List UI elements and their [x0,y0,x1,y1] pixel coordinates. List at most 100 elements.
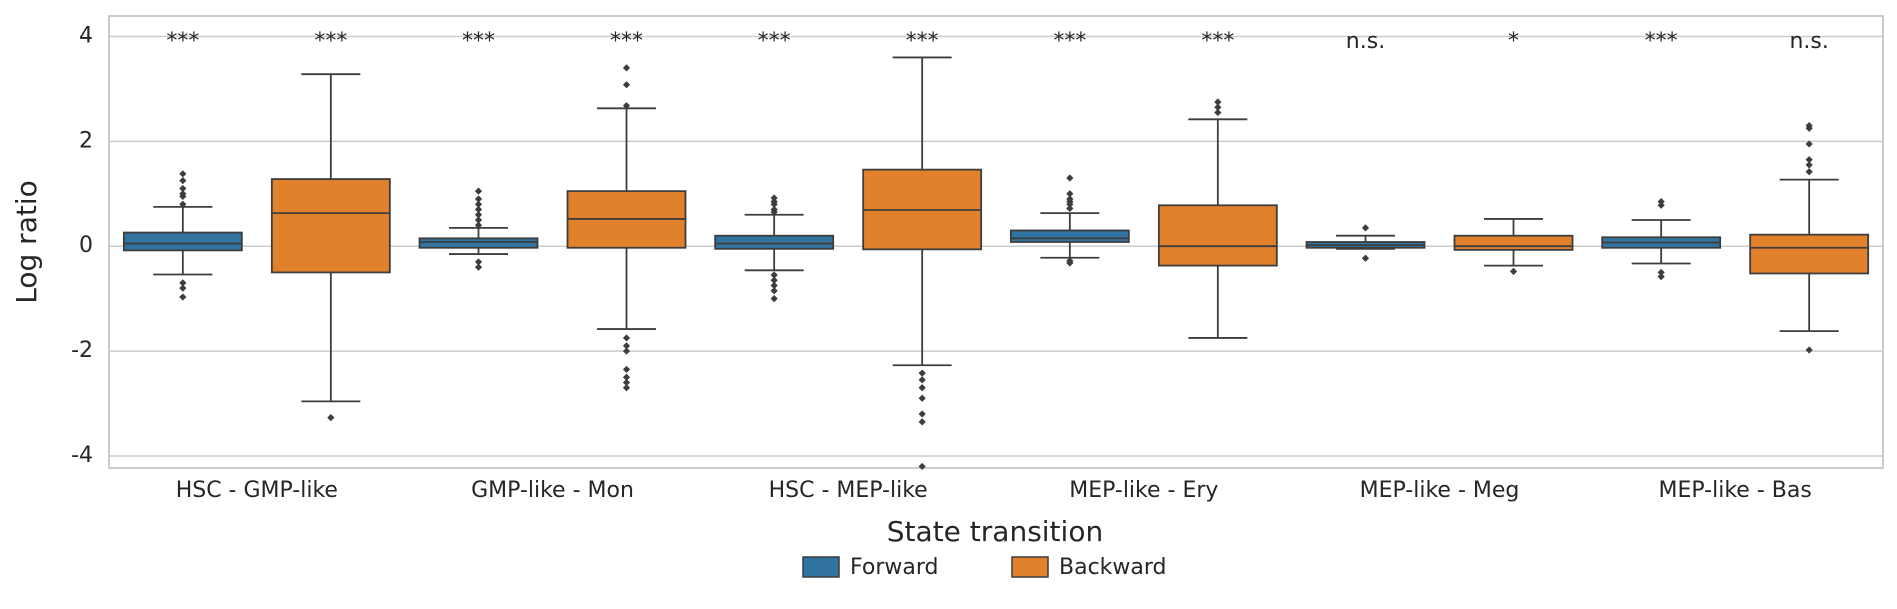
outlier [179,184,187,193]
y-tick-label: -4 [71,443,93,468]
outlier [770,208,778,216]
significance-label: *** [1053,29,1086,54]
outlier [918,462,926,471]
outlier [1805,346,1813,354]
significance-label: *** [166,29,199,54]
outlier [474,187,483,195]
outlier [474,263,483,271]
outlier [1509,267,1518,275]
significance-label: *** [462,29,495,54]
outlier [622,342,631,350]
plot-frame [108,15,1884,469]
outlier [474,195,483,203]
significance-label: *** [1645,29,1678,54]
outlier [1361,254,1370,262]
outlier [622,334,631,342]
outlier [918,384,926,392]
outlier [1361,224,1370,232]
outlier [770,194,778,202]
x-tick-label: GMP-like - Mon [471,478,634,503]
outlier [1657,198,1665,206]
box [1157,204,1278,267]
outlier [474,200,483,208]
outlier [1657,201,1665,209]
legend-label: Forward [850,555,938,580]
outlier [622,373,631,381]
outlier [179,177,187,185]
significance-label: *** [906,29,939,54]
outlier [179,192,187,200]
outlier [918,418,926,426]
outlier [1805,156,1813,164]
outlier [770,281,778,290]
y-tick-label: 0 [79,233,93,258]
outlier [474,221,483,229]
significance-label: *** [758,29,791,54]
outlier [1805,124,1813,132]
outlier [622,378,631,387]
legend-swatch [802,556,840,578]
outlier [179,284,187,292]
outlier [770,287,778,295]
significance-label: * [1508,29,1519,54]
box [418,237,539,249]
significance-label: *** [314,29,347,54]
x-axis-title: State transition [887,515,1103,548]
outlier [474,258,483,266]
outlier [179,279,187,287]
x-tick-label: HSC - MEP-like [769,478,928,503]
legend-label: Backward [1059,555,1167,580]
significance-label: n.s. [1346,29,1385,54]
box [1749,233,1870,275]
significance-label: *** [610,29,643,54]
outlier [327,414,335,422]
box [270,178,391,274]
x-tick-label: HSC - GMP-like [176,478,338,503]
outlier [622,365,631,374]
outlier [622,102,631,110]
outlier [179,293,187,301]
box [1453,234,1574,251]
outlier [1805,168,1813,176]
outlier [918,369,926,377]
outlier [1805,161,1813,169]
outlier [1805,140,1813,148]
y-tick-label: 2 [79,128,93,153]
legend-swatch [1011,556,1049,578]
significance-label: *** [1201,29,1234,54]
box [1009,229,1130,243]
outlier [622,347,631,355]
x-tick-label: MEP-like - Bas [1659,478,1812,503]
outlier [770,271,778,279]
outlier [474,205,483,214]
outlier [1214,98,1222,106]
outlier [1066,204,1074,213]
outlier [622,64,631,72]
y-tick-label: -2 [71,338,93,363]
outlier [622,384,631,392]
outlier [1657,268,1665,277]
x-tick-label: MEP-like - Meg [1360,478,1520,503]
outlier [1214,108,1222,117]
box [714,234,835,250]
x-tick-label: MEP-like - Ery [1069,478,1218,503]
outlier [770,200,778,208]
outlier [474,216,483,224]
outlier [622,81,631,89]
y-axis-title: Log ratio [10,180,43,303]
outlier [1657,273,1665,281]
outlier [474,211,483,219]
outlier [179,170,187,178]
significance-label: n.s. [1789,29,1828,54]
outlier [918,394,926,402]
outlier [770,276,778,284]
outlier [1066,174,1074,182]
outlier [179,200,187,208]
outlier [770,295,778,303]
outlier [918,410,926,418]
outlier [1214,103,1222,111]
outlier [1066,259,1074,267]
outlier [1066,200,1074,208]
